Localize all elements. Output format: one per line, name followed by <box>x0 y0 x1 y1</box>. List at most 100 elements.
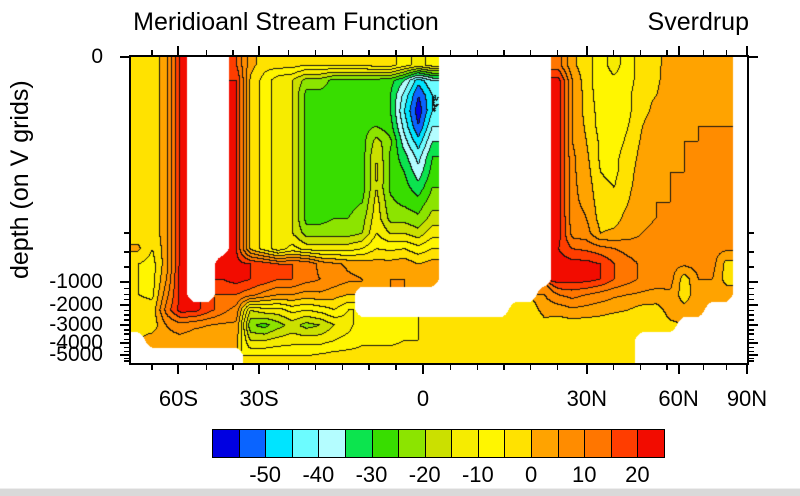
y-minor-tick-right <box>749 251 754 253</box>
y-minor-tick-right <box>749 293 754 296</box>
colorbar-cell <box>637 429 665 458</box>
x-minor-tick <box>449 365 452 370</box>
colorbar-cell <box>531 429 559 458</box>
y-minor-tick <box>124 287 129 290</box>
x-minor-tick-top <box>151 50 153 55</box>
colorbar-cell <box>504 429 533 458</box>
units-label: Sverdrup <box>647 8 749 36</box>
y-major-tick <box>120 342 129 345</box>
y-minor-tick <box>124 319 129 321</box>
plot-frame <box>129 55 749 365</box>
colorbar-cell <box>238 429 267 458</box>
colorbar-label: -50 <box>249 462 282 487</box>
x-minor-tick-top <box>503 50 505 55</box>
y-minor-tick <box>124 309 129 312</box>
x-minor-tick <box>287 365 290 370</box>
y-major-tick <box>120 280 129 283</box>
y-major-tick-right <box>749 354 758 357</box>
colorbar-label: -10 <box>461 462 494 487</box>
x-minor-tick <box>503 365 505 370</box>
y-tick-label: -5000 <box>49 343 103 367</box>
y-minor-tick-right <box>749 232 754 234</box>
colorbar-label: -40 <box>302 462 335 487</box>
y-minor-tick <box>124 314 129 316</box>
y-minor-tick <box>124 293 129 296</box>
x-major-tick-top <box>746 46 748 55</box>
x-minor-tick-top <box>476 50 479 55</box>
colorbar-cell <box>318 429 346 458</box>
y-major-tick-right <box>749 56 758 58</box>
y-minor-tick <box>124 266 129 268</box>
x-minor-tick-top <box>725 50 728 55</box>
colorbar-cell <box>424 429 453 458</box>
y-minor-tick <box>124 346 129 349</box>
colorbar-cell <box>610 429 639 458</box>
x-minor-tick-top <box>639 50 642 55</box>
x-major-tick-top <box>258 46 261 55</box>
x-minor-tick <box>314 365 317 370</box>
y-major-tick-right <box>749 342 758 345</box>
colorbar-cell <box>584 429 612 458</box>
y-minor-tick <box>124 298 129 301</box>
y-minor-tick-right <box>749 314 754 316</box>
x-minor-tick-top <box>368 50 370 55</box>
colorbar-cell <box>477 429 506 458</box>
x-major-tick <box>585 365 588 374</box>
x-tick-label: 90N <box>726 386 768 411</box>
y-minor-tick-right <box>749 319 754 321</box>
colorbar-cell <box>557 429 586 458</box>
x-minor-tick-top <box>341 50 344 55</box>
x-major-tick <box>421 365 424 374</box>
x-minor-tick-top <box>395 50 397 55</box>
y-minor-tick-right <box>749 298 754 301</box>
colorbar-cell <box>212 429 240 458</box>
y-major-tick <box>120 56 129 58</box>
y-minor-tick <box>124 350 129 353</box>
x-minor-tick-top <box>702 50 705 55</box>
x-minor-tick <box>476 365 479 370</box>
x-minor-tick <box>395 365 397 370</box>
y-tick-label: -3000 <box>49 313 103 337</box>
x-minor-tick-top <box>529 50 532 55</box>
contour-plot-canvas <box>131 57 747 363</box>
x-tick-label: 30S <box>239 386 279 411</box>
x-tick-label: 0 <box>416 386 430 411</box>
x-minor-tick-top <box>205 50 208 55</box>
x-minor-tick <box>205 365 208 370</box>
x-tick-label: 60S <box>158 386 198 411</box>
y-minor-tick-right <box>749 329 754 331</box>
x-major-tick-top <box>421 46 424 55</box>
colorbar-cell <box>344 429 373 458</box>
x-minor-tick <box>702 365 705 370</box>
y-major-tick <box>120 303 129 306</box>
x-minor-tick <box>666 365 668 370</box>
y-minor-tick-right <box>749 309 754 312</box>
colorbar-label: 20 <box>625 462 650 487</box>
y-minor-tick-right <box>749 287 754 290</box>
x-minor-tick <box>612 365 615 370</box>
x-minor-tick-top <box>314 50 317 55</box>
colorbar-cell <box>398 429 426 458</box>
x-major-tick <box>677 365 680 374</box>
x-minor-tick <box>725 365 728 370</box>
y-minor-tick-right <box>749 266 754 268</box>
x-minor-tick-top <box>666 50 668 55</box>
y-minor-tick <box>124 333 129 335</box>
y-minor-tick <box>124 338 129 341</box>
x-tick-label: 60N <box>658 386 699 411</box>
y-tick-label: -2000 <box>49 292 103 316</box>
x-major-tick-top <box>585 46 588 55</box>
y-minor-tick-right <box>749 357 754 360</box>
y-minor-tick-right <box>749 350 754 353</box>
y-tick-label: -1000 <box>49 269 103 293</box>
y-minor-tick <box>124 329 129 331</box>
x-minor-tick-top <box>612 50 615 55</box>
x-minor-tick <box>151 365 153 370</box>
colorbar-cell <box>371 429 400 458</box>
chart-title: Meridioanl Stream Function <box>133 8 439 36</box>
x-minor-tick <box>341 365 344 370</box>
colorbar-cell <box>451 429 479 458</box>
x-minor-tick <box>639 365 642 370</box>
y-tick-label: -4000 <box>49 331 103 355</box>
